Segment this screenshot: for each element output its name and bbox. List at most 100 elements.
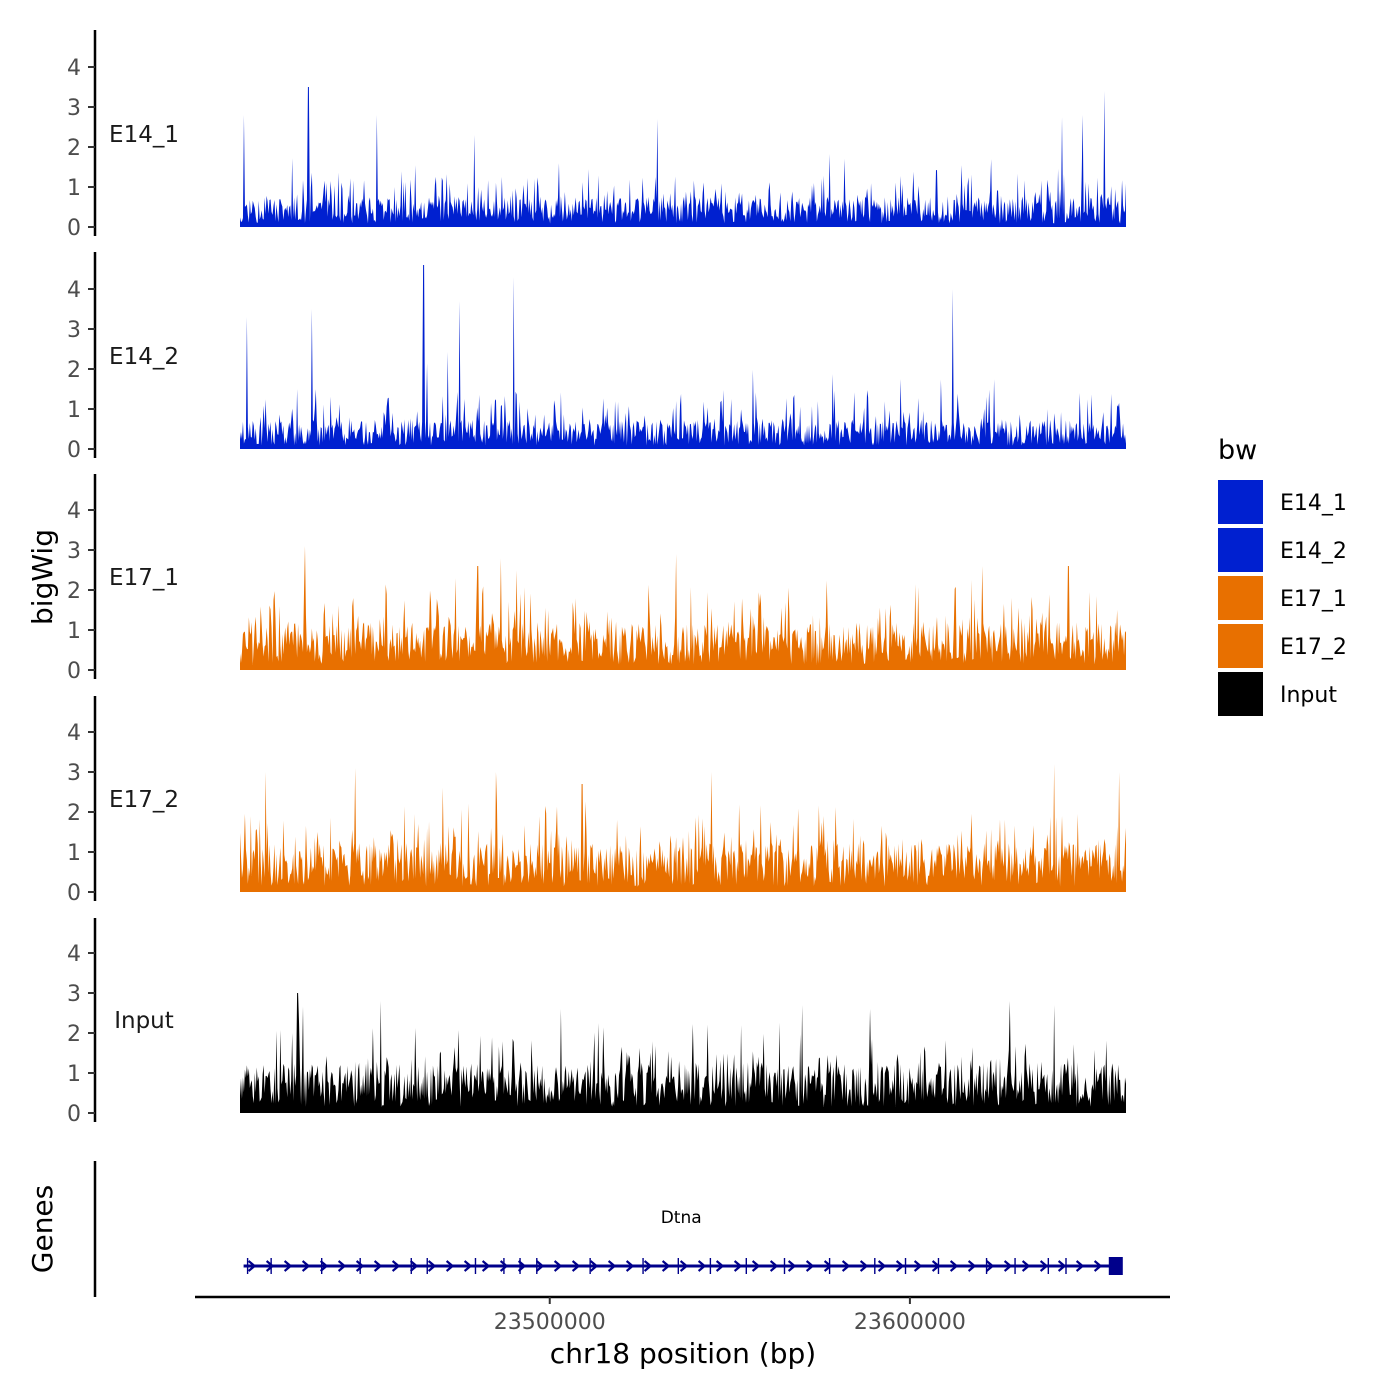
track-label-E17_2: E17_2 [109, 787, 179, 813]
y-tick-label: 1 [67, 176, 81, 201]
y-tick-label: 1 [67, 398, 81, 423]
signal-area-E14_1 [240, 87, 1126, 227]
strand-arrow [967, 1260, 977, 1272]
strand-arrow [589, 1260, 599, 1272]
legend-title: bw [1218, 435, 1257, 466]
legend-swatch-E14_1 [1218, 480, 1263, 524]
x-axis: 23500000 23600000 [195, 1295, 1170, 1335]
strand-arrow [841, 1260, 851, 1272]
y-tick-label: 3 [67, 761, 81, 786]
signal-area-E17_1 [240, 546, 1126, 670]
strand-arrow [1039, 1260, 1049, 1272]
strand-arrow [427, 1260, 437, 1272]
track-label-Input: Input [114, 1008, 174, 1034]
strand-arrow [499, 1260, 509, 1272]
strand-arrow [715, 1260, 725, 1272]
strand-arrow [985, 1260, 995, 1272]
legend-swatch-E17_2 [1218, 624, 1263, 668]
track-E14_2: 0 1 2 3 4 E14_2 [67, 252, 1126, 463]
exon-terminal [1108, 1257, 1123, 1275]
legend-swatch-E17_1 [1218, 576, 1263, 620]
y-tick-label: 3 [67, 539, 81, 564]
y-tick-label: 4 [67, 499, 81, 524]
track-E14_1: 0 1 2 3 4 E14_1 [67, 30, 1126, 241]
strand-arrow [607, 1260, 617, 1272]
signal-tracks: 0 1 2 3 4 E14_1 0 1 2 3 4 E14_2 0 1 2 3 4 E17_1 0 1 2 3 4 E17_2… [67, 30, 1126, 1127]
strand-arrow [1003, 1260, 1013, 1272]
y-tick-label: 0 [67, 1102, 81, 1127]
y-axis-title: bigWig [26, 529, 59, 625]
legend-label-E14_1: E14_1 [1280, 491, 1347, 516]
strand-arrow [283, 1260, 293, 1272]
legend-label-E14_2: E14_2 [1280, 539, 1347, 564]
y-tick-label: 4 [67, 942, 81, 967]
strand-arrow [445, 1260, 455, 1272]
strand-arrow [661, 1260, 671, 1272]
strand-arrow [823, 1260, 833, 1272]
y-tick-label: 1 [67, 841, 81, 866]
signal-area-E17_2 [240, 764, 1126, 892]
y-tick-label: 2 [67, 579, 81, 604]
y-tick-label: 4 [67, 278, 81, 303]
y-tick-label: 4 [67, 721, 81, 746]
track-label-E14_2: E14_2 [109, 344, 179, 370]
gene-label: Dtna [661, 1208, 702, 1228]
strand-arrow [373, 1260, 383, 1272]
track-E17_2: 0 1 2 3 4 E17_2 [67, 696, 1126, 906]
strand-arrow [1021, 1260, 1031, 1272]
y-tick-label: 0 [67, 881, 81, 906]
x-axis-title: chr18 position (bp) [550, 1337, 816, 1370]
legend-label-Input: Input [1280, 683, 1337, 708]
signal-area-Input [240, 993, 1126, 1113]
strand-arrow [877, 1260, 887, 1272]
legend-label-E17_1: E17_1 [1280, 587, 1347, 612]
strand-arrow [1057, 1260, 1067, 1272]
strand-arrow [769, 1260, 779, 1272]
strand-arrow [733, 1260, 743, 1272]
strand-arrow [571, 1260, 581, 1272]
strand-arrow [391, 1260, 401, 1272]
strand-arrow [553, 1260, 563, 1272]
x-tick-label: 23600000 [854, 1310, 966, 1335]
strand-arrow [625, 1260, 635, 1272]
strand-arrow [787, 1260, 797, 1272]
strand-arrow [1075, 1260, 1085, 1272]
legend-swatch-Input [1218, 672, 1263, 716]
y-tick-label: 2 [67, 801, 81, 826]
strand-arrow [1093, 1260, 1103, 1272]
strand-arrow [913, 1260, 923, 1272]
strand-arrow [265, 1260, 275, 1272]
strand-arrow [535, 1260, 545, 1272]
legend: bw E14_1 E14_2 E17_1 E17_2 Input [1218, 435, 1347, 716]
genes-panel-title: Genes [26, 1185, 59, 1273]
strand-arrow [247, 1260, 257, 1272]
strand-arrow [697, 1260, 707, 1272]
y-tick-label: 1 [67, 1062, 81, 1087]
strand-arrow [949, 1260, 959, 1272]
legend-swatch-E14_2 [1218, 528, 1263, 572]
track-label-E17_1: E17_1 [109, 565, 179, 591]
strand-arrow [463, 1260, 473, 1272]
y-tick-label: 2 [67, 358, 81, 383]
signal-area-E14_2 [240, 265, 1126, 449]
genes-panel: Dtna [93, 1161, 1123, 1297]
x-tick-label: 23500000 [494, 1310, 606, 1335]
strand-arrow [859, 1260, 869, 1272]
y-tick-label: 0 [67, 216, 81, 241]
strand-arrow [319, 1260, 329, 1272]
y-tick-label: 1 [67, 619, 81, 644]
strand-arrow [409, 1260, 419, 1272]
y-tick-label: 2 [67, 1022, 81, 1047]
y-tick-label: 3 [67, 982, 81, 1007]
strand-arrow [679, 1260, 689, 1272]
legend-label-E17_2: E17_2 [1280, 635, 1347, 660]
strand-arrow [481, 1260, 491, 1272]
y-tick-label: 3 [67, 96, 81, 121]
strand-arrow [751, 1260, 761, 1272]
strand-arrow [643, 1260, 653, 1272]
y-tick-label: 0 [67, 659, 81, 684]
strand-arrow [805, 1260, 815, 1272]
strand-arrow [337, 1260, 347, 1272]
strand-arrow [355, 1260, 365, 1272]
